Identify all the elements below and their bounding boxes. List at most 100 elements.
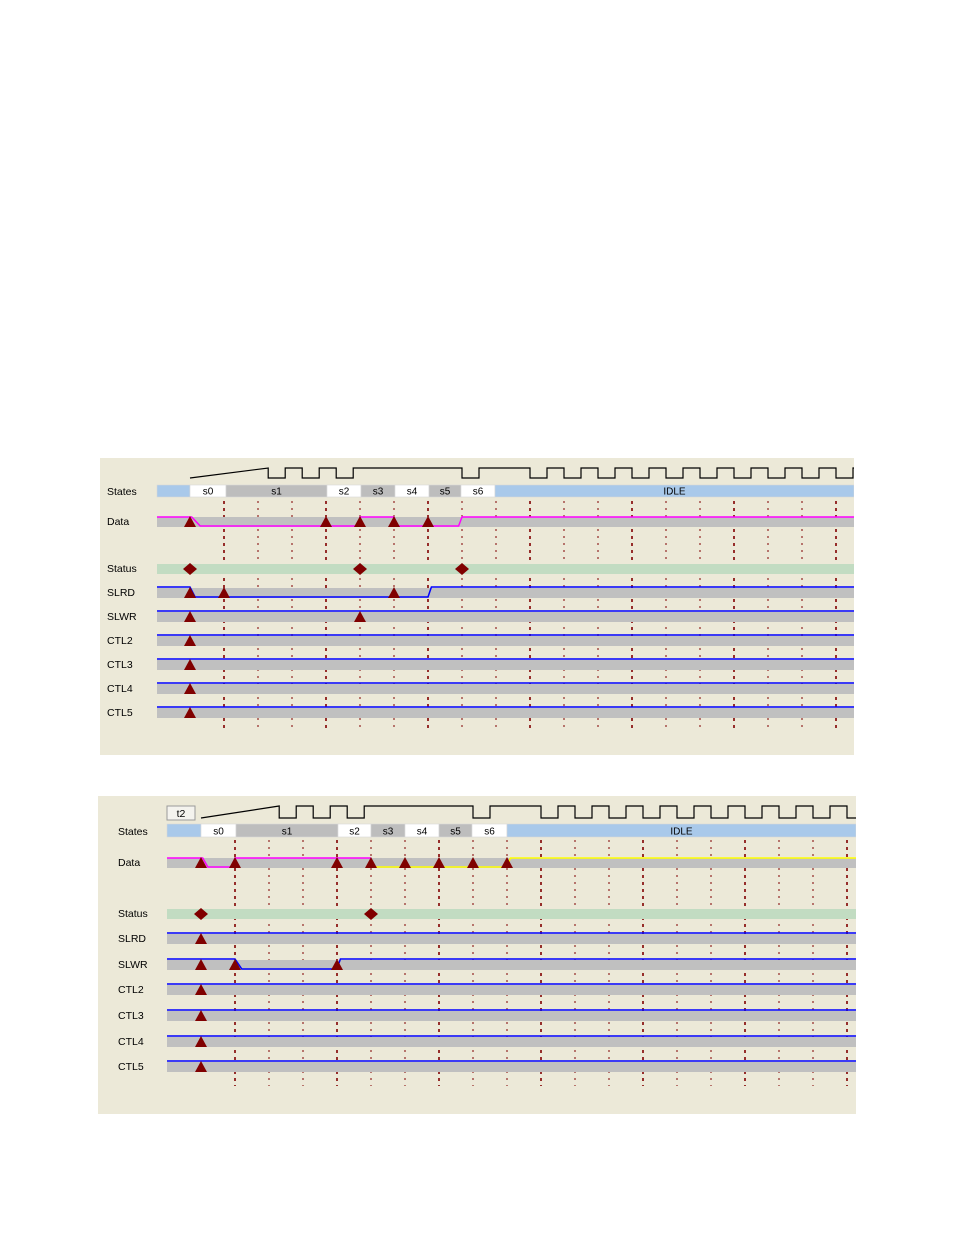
signal-label-status: Status — [118, 908, 148, 920]
state-label-s3: s3 — [373, 487, 384, 498]
slrd-triangle-marker-icon[interactable] — [388, 587, 400, 598]
track-ctl3 — [157, 660, 854, 670]
signal-label-status: Status — [107, 563, 137, 575]
clock-waveform — [189, 467, 854, 479]
status-diamond-marker-icon[interactable] — [364, 908, 378, 920]
tag-label: t2 — [177, 808, 186, 820]
signal-label-data: Data — [107, 516, 129, 528]
state-label-s0: s0 — [203, 487, 214, 498]
signal-label-states: States — [107, 486, 137, 498]
data-triangle-marker-icon[interactable] — [365, 857, 377, 868]
track-data — [167, 858, 856, 868]
track-slwr — [167, 960, 856, 970]
ctl3-triangle-marker-icon[interactable] — [195, 1010, 207, 1021]
ctl5-triangle-marker-icon[interactable] — [195, 1061, 207, 1072]
track-ctl3 — [167, 1011, 856, 1021]
track-slwr — [157, 612, 854, 622]
state-cell-idle[interactable] — [506, 823, 856, 838]
signal-label-ctl5: CTL5 — [118, 1061, 144, 1073]
slwr-triangle-marker-icon[interactable] — [195, 959, 207, 970]
data-triangle-marker-icon[interactable] — [399, 857, 411, 868]
track-status — [157, 564, 854, 574]
slwr-triangle-marker-icon[interactable] — [184, 611, 196, 622]
ctl5-triangle-marker-icon[interactable] — [184, 707, 196, 718]
state-label-s5: s5 — [450, 827, 461, 838]
line-slwr — [167, 958, 856, 970]
data-triangle-marker-icon[interactable] — [433, 857, 445, 868]
status-diamond-marker-icon[interactable] — [353, 563, 367, 575]
track-ctl4 — [157, 684, 854, 694]
ctl4-triangle-marker-icon[interactable] — [195, 1036, 207, 1047]
data-triangle-marker-icon[interactable] — [422, 516, 434, 527]
state-label-idle: IDLE — [663, 487, 686, 498]
slwr-triangle-marker-icon[interactable] — [229, 959, 241, 970]
ctl3-triangle-marker-icon[interactable] — [184, 659, 196, 670]
track-slrd — [157, 588, 854, 598]
signal-label-slwr: SLWR — [107, 611, 137, 623]
state-label-s4: s4 — [407, 487, 418, 498]
ctl4-triangle-marker-icon[interactable] — [184, 683, 196, 694]
signal-label-ctl2: CTL2 — [107, 635, 133, 647]
state-cell-pre[interactable] — [166, 823, 202, 838]
track-slrd — [167, 934, 856, 944]
state-cell-idle[interactable] — [494, 484, 854, 498]
signal-label-slwr: SLWR — [118, 959, 148, 971]
data-triangle-marker-icon[interactable] — [195, 857, 207, 868]
state-label-s2: s2 — [339, 487, 350, 498]
slrd-triangle-marker-icon[interactable] — [218, 587, 230, 598]
state-label-s4: s4 — [417, 827, 428, 838]
state-label-s1: s1 — [282, 827, 293, 838]
data-line — [157, 516, 854, 527]
track-data — [157, 517, 854, 527]
signal-label-ctl3: CTL3 — [118, 1010, 144, 1022]
line-slrd — [157, 586, 854, 598]
data-triangle-marker-icon[interactable] — [501, 857, 513, 868]
state-label-s2: s2 — [349, 827, 360, 838]
timing-diagram-2: t2 States Data Status SLRD SLWR CTL2 CTL3 CTL4 CT… — [98, 796, 856, 1114]
slwr-triangle-marker-icon[interactable] — [331, 959, 343, 970]
track-ctl2 — [167, 985, 856, 995]
state-label-s6: s6 — [484, 827, 495, 838]
state-label-idle: IDLE — [670, 827, 693, 838]
data-triangle-marker-icon[interactable] — [354, 516, 366, 527]
status-diamond-marker-icon[interactable] — [455, 563, 469, 575]
clock-waveform — [200, 805, 856, 819]
signal-label-ctl3: CTL3 — [107, 659, 133, 671]
data-triangle-marker-icon[interactable] — [184, 516, 196, 527]
signal-label-data: Data — [118, 857, 140, 869]
timing-svg: t2 States Data Status SLRD SLWR CTL2 CTL3 CTL4 CT… — [118, 805, 856, 1086]
state-label-s5: s5 — [440, 487, 451, 498]
data-triangle-marker-icon[interactable] — [388, 516, 400, 527]
state-cell-pre[interactable] — [156, 484, 191, 498]
status-diamond-marker-icon[interactable] — [194, 908, 208, 920]
status-diamond-marker-icon[interactable] — [183, 563, 197, 575]
signal-label-ctl5: CTL5 — [107, 707, 133, 719]
state-label-s1: s1 — [271, 487, 282, 498]
slrd-triangle-marker-icon[interactable] — [195, 933, 207, 944]
slwr-triangle-marker-icon[interactable] — [354, 611, 366, 622]
track-ctl2 — [157, 636, 854, 646]
track-ctl4 — [167, 1037, 856, 1047]
signal-label-ctl4: CTL4 — [107, 683, 133, 695]
signal-label-ctl2: CTL2 — [118, 984, 144, 996]
track-status — [167, 909, 856, 919]
signal-label-ctl4: CTL4 — [118, 1036, 144, 1048]
timing-svg: States Data Status SLRD SLWR CTL2 CTL3 CTL4 CTL5… — [107, 467, 854, 730]
signal-label-slrd: SLRD — [118, 933, 146, 945]
signal-label-states: States — [118, 826, 148, 838]
state-label-s3: s3 — [383, 827, 394, 838]
data-line-magenta — [167, 857, 371, 868]
track-ctl5 — [157, 708, 854, 718]
track-ctl5 — [167, 1062, 856, 1072]
data-triangle-marker-icon[interactable] — [320, 516, 332, 527]
signal-label-slrd: SLRD — [107, 587, 135, 599]
ctl2-triangle-marker-icon[interactable] — [184, 635, 196, 646]
data-triangle-marker-icon[interactable] — [331, 857, 343, 868]
ctl2-triangle-marker-icon[interactable] — [195, 984, 207, 995]
data-triangle-marker-icon[interactable] — [467, 857, 479, 868]
state-label-s0: s0 — [213, 827, 224, 838]
state-label-s6: s6 — [473, 487, 484, 498]
slrd-triangle-marker-icon[interactable] — [184, 587, 196, 598]
data-triangle-marker-icon[interactable] — [229, 857, 241, 868]
timing-diagram-1: States Data Status SLRD SLWR CTL2 CTL3 CTL4 CTL5… — [100, 458, 854, 755]
